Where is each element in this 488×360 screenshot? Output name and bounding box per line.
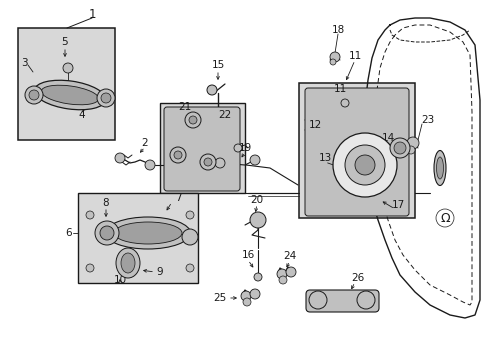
Circle shape	[285, 267, 295, 277]
Text: 20: 20	[250, 195, 263, 205]
FancyBboxPatch shape	[305, 290, 378, 312]
Text: 25: 25	[213, 293, 226, 303]
Circle shape	[249, 155, 260, 165]
Text: 4: 4	[79, 110, 85, 120]
Bar	[298, 83, 414, 218]
Text: 3: 3	[20, 58, 27, 68]
Text: 14: 14	[381, 133, 394, 143]
Circle shape	[174, 151, 182, 159]
Circle shape	[332, 133, 396, 197]
Circle shape	[63, 63, 73, 73]
Circle shape	[234, 144, 242, 152]
Circle shape	[356, 291, 374, 309]
Text: 7: 7	[174, 193, 181, 203]
Ellipse shape	[121, 253, 135, 273]
Text: 15: 15	[211, 60, 224, 70]
Text: 21: 21	[178, 102, 191, 112]
Text: 13: 13	[318, 153, 331, 163]
Circle shape	[29, 90, 39, 100]
Circle shape	[249, 289, 260, 299]
Circle shape	[276, 269, 286, 279]
FancyBboxPatch shape	[305, 88, 408, 216]
Circle shape	[86, 264, 94, 272]
Circle shape	[95, 221, 119, 245]
Text: 1: 1	[88, 8, 96, 21]
Circle shape	[101, 93, 111, 103]
Circle shape	[243, 298, 250, 306]
Text: 22: 22	[218, 110, 231, 120]
Circle shape	[329, 59, 335, 65]
Text: 12: 12	[308, 120, 321, 130]
Bar	[78, 193, 198, 283]
Circle shape	[406, 137, 418, 149]
Ellipse shape	[34, 80, 105, 110]
Text: 16: 16	[241, 250, 254, 260]
Circle shape	[253, 273, 262, 281]
Circle shape	[185, 264, 194, 272]
Ellipse shape	[433, 150, 445, 185]
Circle shape	[279, 276, 286, 284]
Circle shape	[185, 211, 194, 219]
Ellipse shape	[116, 248, 140, 278]
Circle shape	[406, 146, 414, 154]
Circle shape	[215, 158, 224, 168]
Circle shape	[145, 160, 155, 170]
Circle shape	[115, 153, 125, 163]
Text: 11: 11	[333, 84, 346, 94]
Circle shape	[393, 142, 405, 154]
Circle shape	[189, 116, 197, 124]
Circle shape	[25, 86, 43, 104]
Circle shape	[389, 138, 409, 158]
Bar	[160, 103, 244, 193]
Ellipse shape	[41, 85, 99, 105]
Circle shape	[329, 52, 339, 62]
Circle shape	[200, 154, 216, 170]
Text: 24: 24	[283, 251, 296, 261]
Text: 19: 19	[238, 143, 251, 153]
Circle shape	[308, 291, 326, 309]
Ellipse shape	[114, 222, 182, 244]
Circle shape	[340, 99, 348, 107]
Bar	[18, 28, 115, 140]
Text: 9: 9	[156, 267, 163, 277]
Circle shape	[86, 211, 94, 219]
Circle shape	[100, 226, 114, 240]
Circle shape	[345, 145, 384, 185]
Text: 6: 6	[65, 228, 72, 238]
Circle shape	[354, 155, 374, 175]
Text: 26: 26	[351, 273, 364, 283]
FancyBboxPatch shape	[163, 107, 240, 191]
Circle shape	[184, 112, 201, 128]
Circle shape	[206, 85, 217, 95]
Text: 11: 11	[347, 51, 361, 61]
Ellipse shape	[436, 157, 443, 179]
Text: 10: 10	[113, 275, 126, 285]
Circle shape	[97, 89, 115, 107]
Circle shape	[182, 229, 198, 245]
Circle shape	[249, 212, 265, 228]
Text: 17: 17	[390, 200, 404, 210]
Circle shape	[203, 158, 212, 166]
Text: 18: 18	[331, 25, 344, 35]
Circle shape	[170, 147, 185, 163]
Circle shape	[241, 291, 250, 301]
Text: 23: 23	[421, 115, 434, 125]
Ellipse shape	[105, 217, 190, 249]
Text: 8: 8	[102, 198, 109, 208]
Text: 2: 2	[142, 138, 148, 148]
Text: 5: 5	[61, 37, 68, 47]
Text: Ω: Ω	[439, 212, 449, 225]
